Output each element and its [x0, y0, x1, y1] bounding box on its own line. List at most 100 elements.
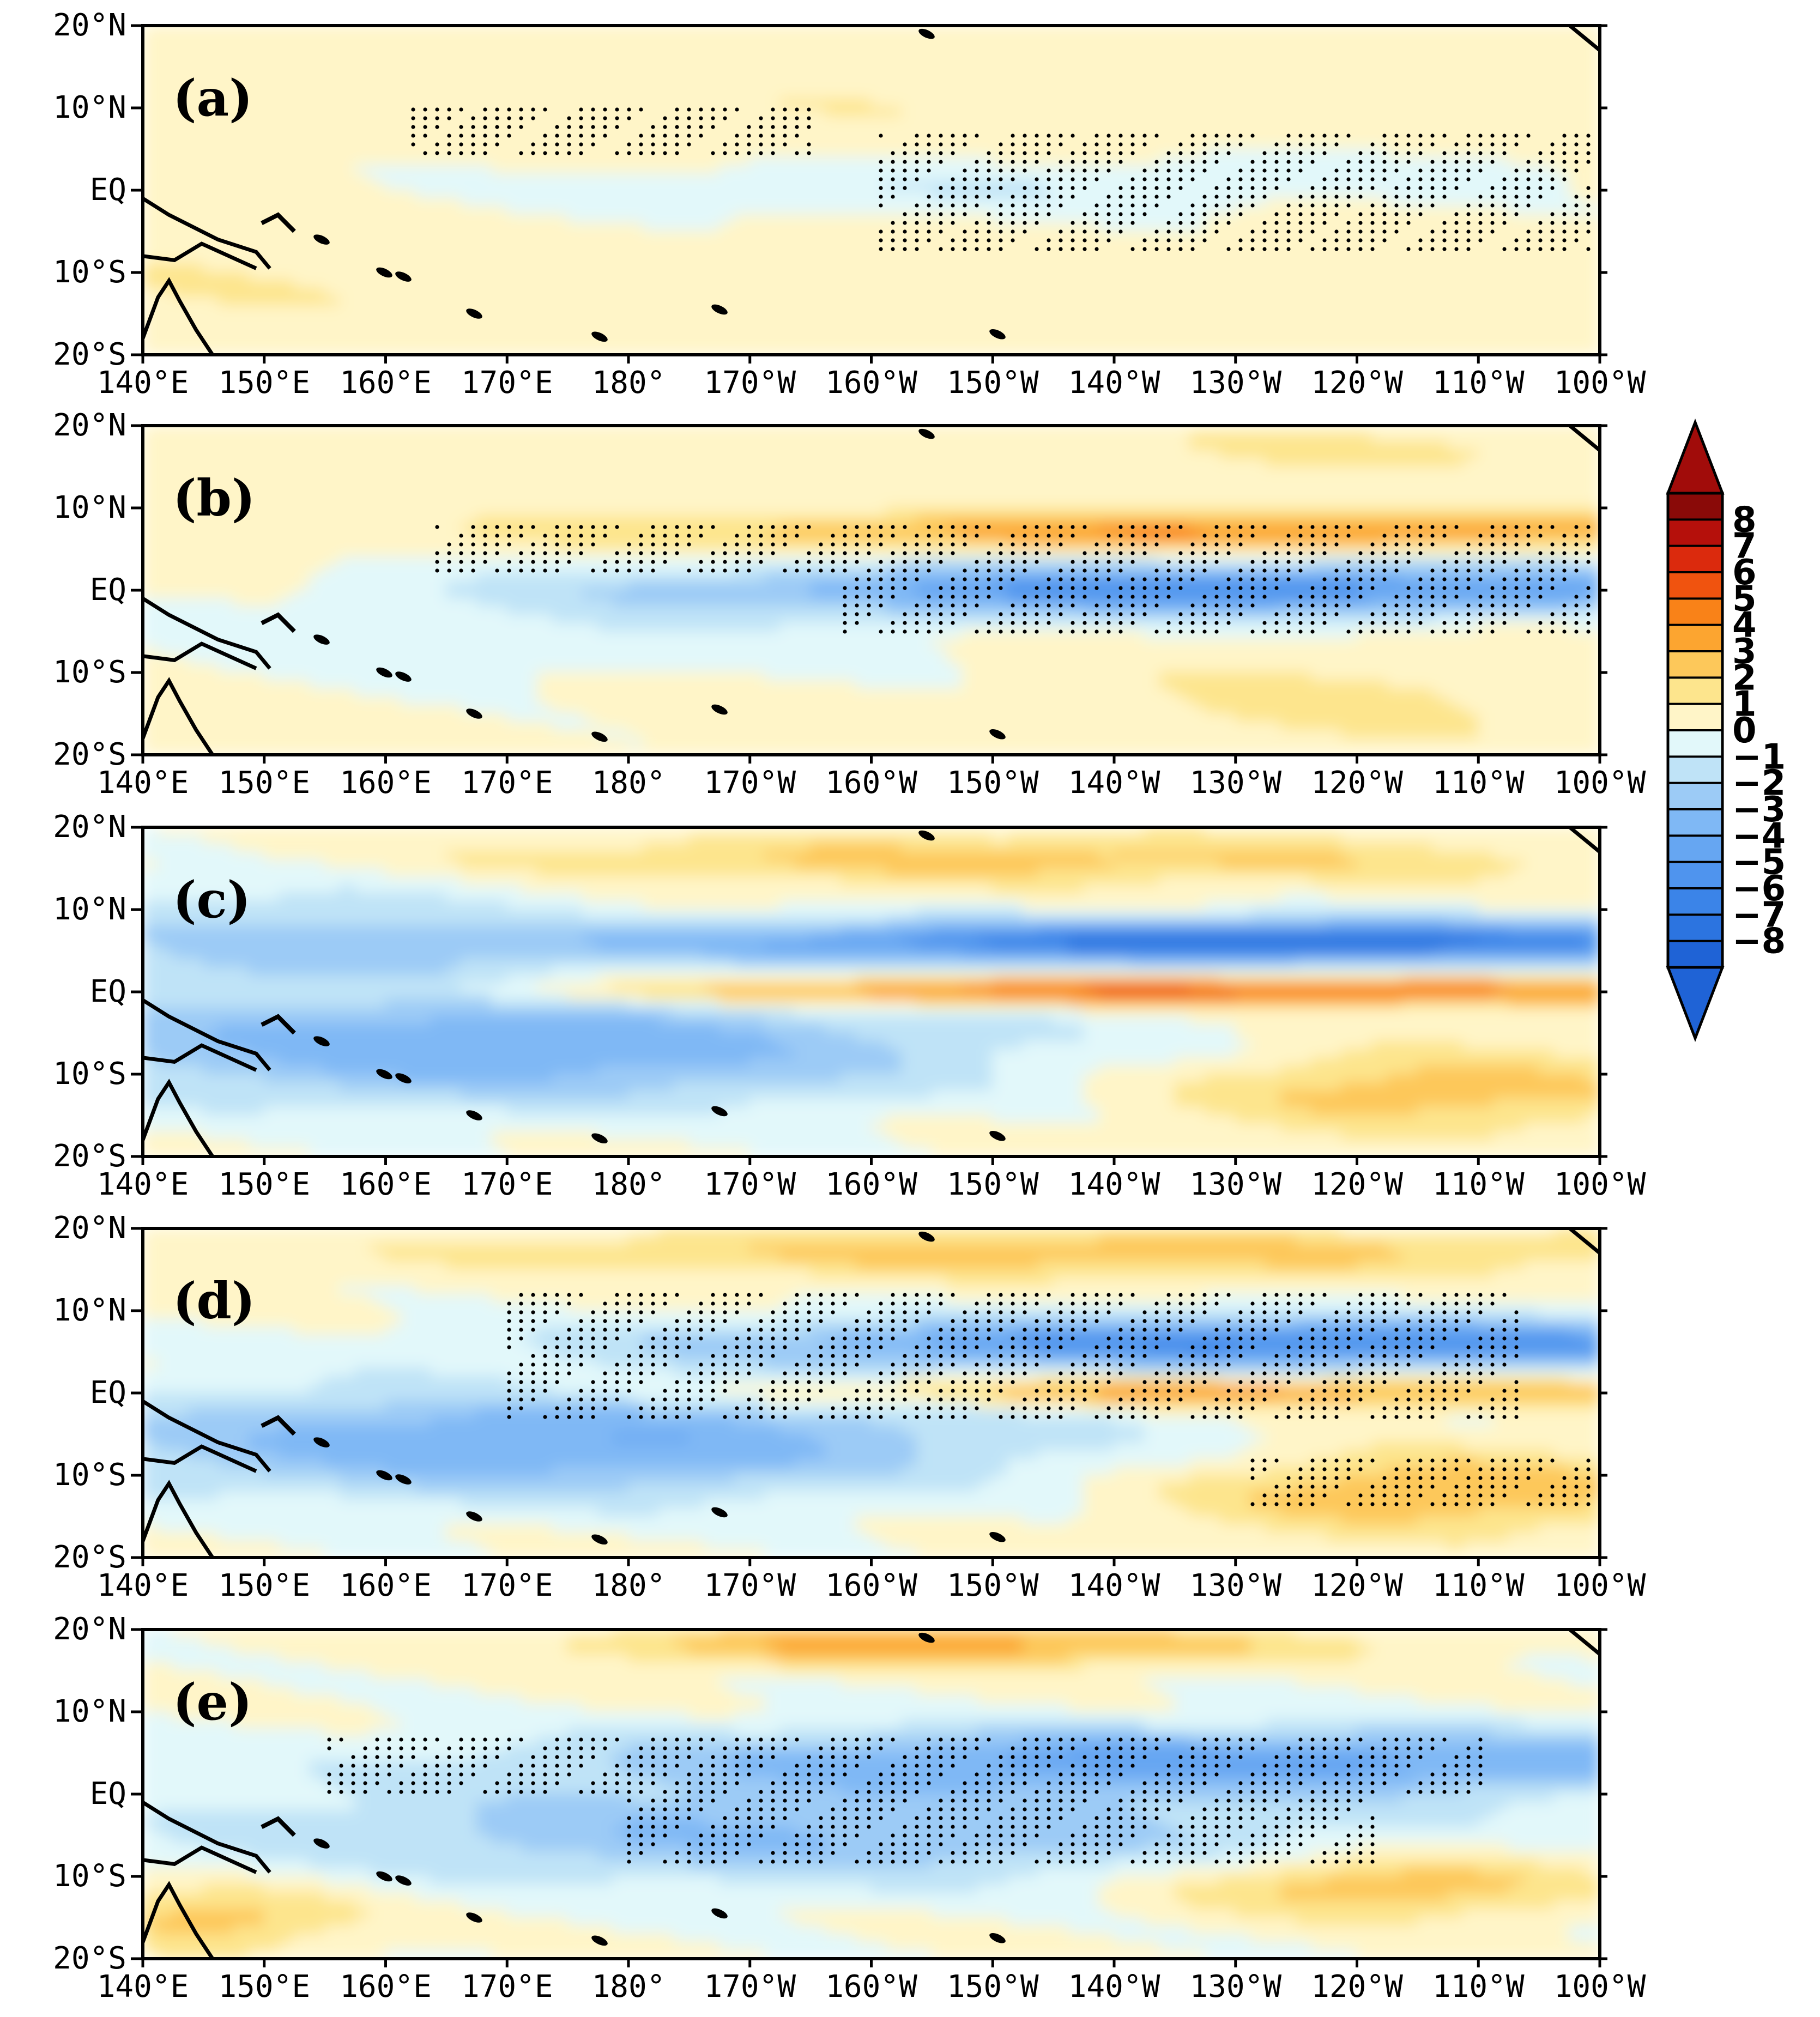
colorbar-tick-label: 2	[1732, 658, 1757, 698]
panel-label: (e)	[173, 1673, 252, 1731]
anomaly-field	[143, 1228, 1600, 1558]
anomaly-field	[143, 26, 1600, 355]
colorbar-under-arrow	[1666, 966, 1725, 1042]
lon-tick-label: 170°E	[461, 1969, 553, 2004]
lon-tick-label: 110°W	[1432, 765, 1525, 801]
colorbar-tick-label: 5	[1732, 579, 1757, 619]
anomaly-field	[143, 1630, 1600, 1959]
coastline	[143, 26, 1600, 355]
lon-tick-label: 140°W	[1068, 1167, 1160, 1202]
lat-tick-label: 10°S	[53, 655, 126, 690]
lon-tick-label: 160°E	[340, 765, 432, 801]
lon-tick-label: 160°E	[340, 1969, 432, 2004]
lat-tick-label: 20°S	[53, 337, 126, 372]
lon-tick-label: 170°E	[461, 1167, 553, 1202]
lon-tick-label: 180°	[592, 1167, 666, 1202]
lat-tick-label: 10°N	[53, 90, 126, 125]
lon-tick-label: 140°W	[1068, 1568, 1160, 1603]
lat-tick-label: 20°N	[53, 809, 126, 845]
lon-tick-label: 140°E	[97, 1167, 189, 1202]
colorbar-tick-label: −7	[1732, 895, 1786, 935]
colorbar-bin	[1668, 809, 1722, 837]
colorbar-tick-label: −1	[1732, 737, 1786, 777]
colorbar-tick-label: −8	[1732, 922, 1786, 962]
lon-tick-label: 160°E	[340, 1568, 432, 1603]
lat-tick-label: 10°N	[53, 1694, 126, 1729]
lon-tick-label: 120°W	[1311, 1568, 1403, 1603]
colorbar-tick-label: 7	[1732, 526, 1757, 567]
lon-tick-label: 180°	[592, 765, 666, 801]
lon-tick-label: 180°	[592, 365, 666, 401]
lon-tick-label: 130°W	[1189, 1568, 1281, 1603]
lon-tick-label: 170°E	[461, 765, 553, 801]
lon-tick-label: 100°W	[1554, 765, 1646, 801]
lon-tick-label: 140°E	[97, 765, 189, 801]
lon-tick-label: 160°W	[825, 765, 917, 801]
lon-tick-label: 140°W	[1068, 1969, 1160, 2004]
lon-tick-label: 130°W	[1189, 765, 1281, 801]
colorbar-tick-label: −3	[1732, 790, 1786, 830]
lon-tick-label: 170°W	[704, 365, 796, 401]
lon-tick-label: 110°W	[1432, 365, 1525, 401]
lon-tick-label: 150°W	[947, 1969, 1039, 2004]
lon-tick-label: 140°W	[1068, 765, 1160, 801]
lon-tick-label: 100°W	[1554, 1969, 1646, 2004]
lon-tick-label: 170°W	[704, 1969, 796, 2004]
lat-tick-label: 20°S	[53, 1540, 126, 1575]
lon-tick-label: 120°W	[1311, 1969, 1403, 2004]
colorbar-bin	[1668, 546, 1722, 573]
significance-stipple	[411, 107, 1591, 251]
coastline	[143, 1228, 1600, 1558]
lon-tick-label: 150°W	[947, 365, 1039, 401]
colorbar-bin	[1668, 572, 1722, 599]
lon-tick-label: 170°E	[461, 365, 553, 401]
colorbar-tick-label: 6	[1732, 553, 1757, 593]
colorbar-tick-label: 8	[1732, 500, 1757, 540]
colorbar-tick-label: 3	[1732, 632, 1757, 672]
lat-tick-label: 20°S	[53, 737, 126, 772]
lon-tick-label: 150°E	[218, 365, 310, 401]
colorbar-bin	[1668, 888, 1722, 916]
lat-tick-label: 20°S	[53, 1138, 126, 1174]
colorbar-bin	[1668, 598, 1722, 626]
lat-tick-label: 10°S	[53, 1457, 126, 1493]
lat-tick-label: 20°N	[53, 408, 126, 443]
lon-tick-label: 170°W	[704, 1167, 796, 1202]
lat-tick-label: 20°N	[53, 1210, 126, 1246]
colorbar-bin	[1668, 914, 1722, 942]
coastline	[143, 827, 1600, 1156]
lat-tick-label: 10°N	[53, 892, 126, 927]
lon-tick-label: 160°W	[825, 1969, 917, 2004]
lat-tick-label: EQ	[90, 974, 126, 1009]
colorbar-bin	[1668, 783, 1722, 810]
colorbar-bin	[1668, 835, 1722, 863]
lon-tick-label: 160°W	[825, 365, 917, 401]
lon-tick-label: 140°E	[97, 1969, 189, 2004]
colorbar-over-arrow	[1666, 419, 1725, 495]
panel-label: (a)	[173, 69, 253, 128]
lon-tick-label: 150°W	[947, 765, 1039, 801]
coastline	[143, 1630, 1600, 1959]
lon-tick-label: 130°W	[1189, 365, 1281, 401]
lat-tick-label: EQ	[90, 172, 126, 208]
lon-tick-label: 150°E	[218, 765, 310, 801]
lon-tick-label: 160°E	[340, 365, 432, 401]
lat-tick-label: EQ	[90, 1375, 126, 1410]
lat-tick-label: EQ	[90, 1776, 126, 1812]
lon-tick-label: 170°W	[704, 765, 796, 801]
lon-tick-label: 140°W	[1068, 365, 1160, 401]
lon-tick-label: 110°W	[1432, 1167, 1525, 1202]
panel-label: (b)	[173, 469, 255, 528]
lon-tick-label: 150°E	[218, 1167, 310, 1202]
significance-stipple	[327, 1737, 1483, 1864]
colorbar-bin	[1668, 941, 1722, 968]
lon-tick-label: 110°W	[1432, 1969, 1525, 2004]
lon-tick-label: 100°W	[1554, 1568, 1646, 1603]
lon-tick-label: 160°W	[825, 1568, 917, 1603]
lon-tick-label: 180°	[592, 1969, 666, 2004]
